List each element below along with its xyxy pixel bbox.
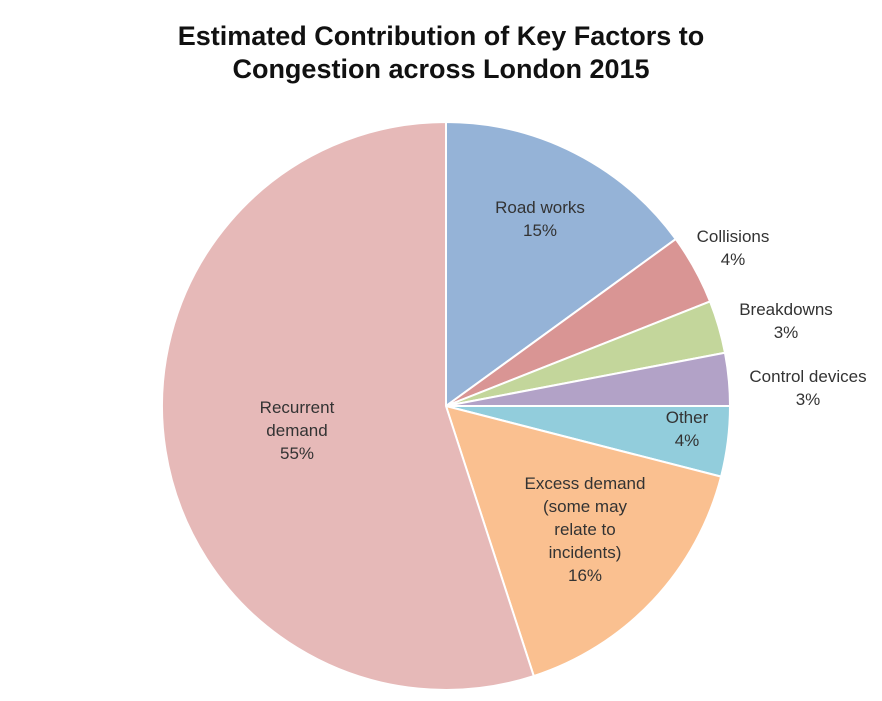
slice-label-breakdowns: Breakdowns 3% xyxy=(739,300,833,342)
slice-label-line: Road works xyxy=(495,198,585,217)
slice-label-line: 3% xyxy=(774,323,799,342)
slice-label-line: 4% xyxy=(721,250,746,269)
slice-label-line: (some may xyxy=(543,497,628,516)
chart-title: Estimated Contribution of Key Factors to… xyxy=(0,20,882,86)
pie-slice-excess-demand-some-may-relate-to-incidents xyxy=(444,404,723,678)
slice-label-line: demand xyxy=(266,421,327,440)
slice-label-line: Other xyxy=(666,408,709,427)
slice-label-control-devices: Control devices 3% xyxy=(749,367,866,409)
slice-label-line: Breakdowns xyxy=(739,300,833,319)
pie-slice-road-works xyxy=(445,120,678,408)
slice-label-line: relate to xyxy=(554,520,615,539)
slice-label-collisions: Collisions 4% xyxy=(697,227,770,269)
slice-label-line: 15% xyxy=(523,221,557,240)
slice-label-line: Excess demand xyxy=(525,474,646,493)
slice-labels: Road works 15% Collisions 4%Breakdowns 3%Con… xyxy=(260,198,867,585)
slice-label-road-works: Road works 15% xyxy=(495,198,585,240)
slice-label-line: 4% xyxy=(675,431,700,450)
pie-slices xyxy=(161,120,732,691)
slice-label-line: 3% xyxy=(796,390,821,409)
slice-label-line: Collisions xyxy=(697,227,770,246)
chart-title-line-1: Estimated Contribution of Key Factors to xyxy=(177,21,705,51)
slice-label-line: incidents) xyxy=(549,543,622,562)
chart-title-line-2: Congestion across London 2015 xyxy=(232,54,650,84)
slice-label-line: 16% xyxy=(568,566,602,585)
slice-label-line: Recurrent xyxy=(260,398,335,417)
slice-label-line: Control devices xyxy=(749,367,866,386)
slice-label-excess-demand-some-may-relate-to-incidents: Excess demand (some may relate to incidents… xyxy=(525,474,646,585)
slice-label-other: Other 4% xyxy=(666,408,709,450)
pie-slice-recurrent-demand xyxy=(161,120,536,691)
slice-label-line: 55% xyxy=(280,444,314,463)
slice-label-recurrent-demand: Recurrent demand 55% xyxy=(260,398,335,463)
